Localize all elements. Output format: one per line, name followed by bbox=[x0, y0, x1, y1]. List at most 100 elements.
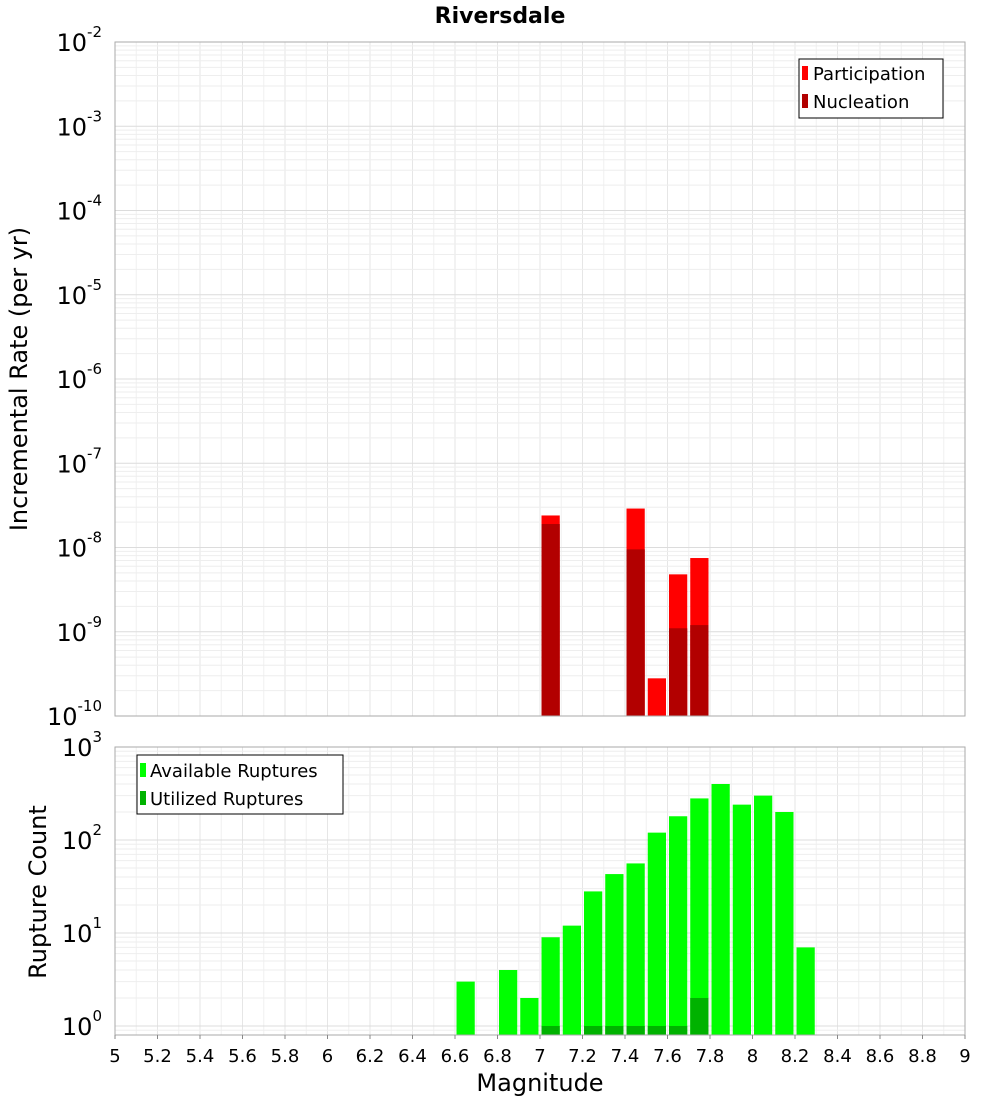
available-bar bbox=[690, 798, 709, 1035]
rate-y-tick-label-exponent: -3 bbox=[87, 107, 102, 125]
x-tick-label: 6.6 bbox=[441, 1046, 470, 1067]
rate-y-tick-label: 10-7 bbox=[56, 444, 102, 478]
rate-y-tick-label-base: 10 bbox=[47, 703, 78, 731]
x-tick-label: 5 bbox=[109, 1046, 120, 1067]
count-y-tick-label-base: 10 bbox=[62, 827, 93, 855]
nucleation-bar bbox=[541, 524, 560, 716]
rate-y-tick-label-base: 10 bbox=[56, 198, 87, 226]
x-tick-label: 7.6 bbox=[653, 1046, 682, 1067]
count-y-tick-label-base: 10 bbox=[62, 734, 93, 762]
x-tick-label: 7.4 bbox=[611, 1046, 640, 1067]
available-bar bbox=[796, 947, 815, 1035]
rate-y-tick-label-exponent: -10 bbox=[78, 697, 103, 715]
rate-y-tick-label: 10-6 bbox=[56, 360, 102, 394]
rate-y-axis-label: Incremental Rate (per yr) bbox=[5, 227, 33, 531]
count-y-tick-label-base: 10 bbox=[62, 920, 93, 948]
count-legend: Available Ruptures Utilized Ruptures bbox=[136, 754, 344, 815]
x-tick-label: 8.6 bbox=[866, 1046, 895, 1067]
available-bar bbox=[775, 812, 794, 1035]
x-tick-label: 8.2 bbox=[781, 1046, 810, 1067]
rate-y-tick-label: 10-9 bbox=[56, 613, 102, 647]
count-y-tick-label-exponent: 3 bbox=[92, 728, 102, 746]
available-bar bbox=[669, 816, 688, 1035]
chart-title: Riversdale bbox=[435, 4, 566, 29]
x-tick-label: 9 bbox=[959, 1046, 970, 1067]
available-bar bbox=[456, 981, 475, 1035]
available-bar bbox=[605, 874, 624, 1035]
nucleation-bar bbox=[626, 549, 645, 716]
count-y-tick-label: 100 bbox=[62, 1007, 102, 1041]
participation-legend-swatch bbox=[802, 66, 808, 80]
x-tick-label: 6.2 bbox=[356, 1046, 385, 1067]
utilized-bars bbox=[541, 997, 709, 1035]
count-y-tick-label: 102 bbox=[62, 821, 102, 855]
utilized-bar bbox=[541, 1025, 560, 1035]
utilized-bar bbox=[605, 1025, 624, 1035]
rate-plot-frame bbox=[114, 41, 966, 717]
x-tick-label: 5.2 bbox=[143, 1046, 172, 1067]
utilized-legend-swatch bbox=[140, 791, 146, 805]
rate-y-tick-label-base: 10 bbox=[56, 619, 87, 647]
rate-y-tick-label-base: 10 bbox=[56, 450, 87, 478]
x-tick-label: 5.6 bbox=[228, 1046, 257, 1067]
rate-y-tick-label-exponent: -2 bbox=[87, 23, 102, 41]
count-y-tick-label-base: 10 bbox=[62, 1013, 93, 1041]
participation-legend-label: Participation bbox=[813, 64, 925, 85]
count-y-tick-label-exponent: 1 bbox=[92, 914, 102, 932]
x-tick-label: 8.8 bbox=[908, 1046, 937, 1067]
utilized-bar bbox=[647, 1025, 666, 1035]
rate-y-tick-label-base: 10 bbox=[56, 113, 87, 141]
available-bar bbox=[584, 891, 603, 1035]
rate-y-tick-label-exponent: -6 bbox=[87, 360, 102, 378]
count-y-tick-label: 101 bbox=[62, 914, 102, 948]
utilized-bar bbox=[626, 1025, 645, 1035]
rate-y-tick-label: 10-8 bbox=[56, 529, 102, 563]
available-bar bbox=[732, 804, 751, 1035]
rate-y-tick-label-exponent: -7 bbox=[87, 444, 102, 462]
count-y-axis-label: Rupture Count bbox=[24, 805, 52, 979]
nucleation-legend-swatch bbox=[802, 94, 808, 108]
rate-y-tick-label-base: 10 bbox=[56, 29, 87, 57]
available-bar bbox=[499, 969, 518, 1035]
utilized-bar bbox=[584, 1025, 603, 1035]
x-tick-label: 6 bbox=[322, 1046, 333, 1067]
rate-y-tick-label-base: 10 bbox=[56, 282, 87, 310]
rate-y-tick-label-exponent: -8 bbox=[87, 529, 102, 547]
rate-y-tick-label: 10-2 bbox=[56, 23, 102, 57]
nucleation-bars bbox=[541, 524, 709, 716]
available-legend-label: Available Ruptures bbox=[150, 761, 318, 782]
rate-y-ticks: 10-210-310-410-510-610-710-810-910-10 bbox=[47, 23, 102, 731]
rate-gridlines bbox=[115, 42, 965, 716]
rate-y-tick-label-base: 10 bbox=[56, 366, 87, 394]
rate-y-tick-label: 10-3 bbox=[56, 107, 102, 141]
available-bar bbox=[541, 937, 560, 1035]
rate-panel: 10-210-310-410-510-610-710-810-910-10 In… bbox=[5, 23, 966, 731]
x-tick-label: 5.4 bbox=[186, 1046, 215, 1067]
rate-legend-box bbox=[798, 58, 944, 119]
utilized-legend-label: Utilized Ruptures bbox=[150, 789, 303, 810]
available-bar bbox=[647, 832, 666, 1035]
available-bar bbox=[520, 997, 539, 1035]
count-y-tick-label-exponent: 2 bbox=[92, 821, 102, 839]
rate-y-tick-label-exponent: -5 bbox=[87, 276, 102, 294]
nucleation-bar bbox=[669, 628, 688, 716]
x-tick-label: 8 bbox=[747, 1046, 758, 1067]
x-tick-label: 8.4 bbox=[823, 1046, 852, 1067]
utilized-bar bbox=[690, 997, 709, 1035]
x-axis-label: Magnitude bbox=[476, 1069, 603, 1097]
rate-y-tick-label: 10-4 bbox=[56, 192, 102, 226]
rate-y-tick-label-exponent: -4 bbox=[87, 192, 102, 210]
count-legend-box bbox=[136, 754, 344, 815]
x-tick-label: 6.8 bbox=[483, 1046, 512, 1067]
rate-y-tick-label-base: 10 bbox=[56, 535, 87, 563]
count-y-tick-label: 103 bbox=[62, 728, 102, 762]
rate-y-tick-label-exponent: -9 bbox=[87, 613, 102, 631]
x-ticks: 5 5.2 5.4 5.6 5.8 6 6.2 6.4 6.6 6.8 7 7.2 7.4 7.6 7.8 8… bbox=[109, 1035, 971, 1067]
available-bars bbox=[456, 784, 815, 1035]
rate-y-tick-label: 10-10 bbox=[47, 697, 102, 731]
rate-y-tick-label: 10-5 bbox=[56, 276, 102, 310]
available-bar bbox=[562, 925, 581, 1035]
